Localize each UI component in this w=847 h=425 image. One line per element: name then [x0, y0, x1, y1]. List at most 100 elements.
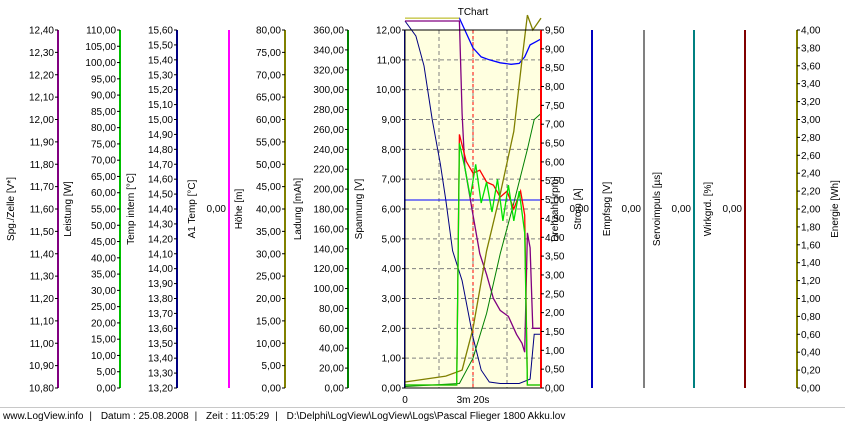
tick-label-ladung: 240,00: [313, 145, 344, 156]
value-label-drehzahl: 0,00: [570, 204, 590, 215]
tick-label-temp_intern: 14,80: [148, 145, 173, 156]
tick-label-leistung: 110,00: [86, 26, 116, 37]
tick-label-energie: 1,40: [801, 258, 821, 269]
tick-label-hoehe: 10,00: [256, 339, 281, 350]
tick-label-energie: 2,20: [801, 187, 821, 198]
tick-label-hoehe: 70,00: [256, 70, 281, 81]
chart: TChart 12,40 12,30 12,20 12,10 12,00 11,90 11,…: [6, 7, 841, 406]
series-line-7: [405, 143, 541, 386]
tick-label-temp_intern: 14,90: [148, 130, 173, 141]
tick-label-energie: 1,20: [801, 276, 821, 287]
tick-label-leistung: 60,00: [91, 188, 116, 199]
tick-label-leistung: 105,00: [85, 42, 116, 53]
value-label-servoimpuls: 0,00: [672, 204, 692, 215]
tick-label-spg: 12,20: [29, 70, 54, 81]
tick-label-leistung: 50,00: [91, 221, 116, 232]
status-time: Zeit : 11:05:29: [206, 411, 270, 422]
tick-label-strom: 9,50: [545, 26, 565, 37]
axis-label-ladung: Ladung [mAh]: [293, 178, 304, 240]
tick-label-temp_intern: 15,10: [148, 100, 173, 111]
tick-label-ladung: 160,00: [313, 224, 344, 235]
axis-label-leistung: Leistung [W]: [63, 181, 74, 237]
tick-label-ladung: 20,00: [319, 364, 344, 375]
tick-label-energie: 2,60: [801, 151, 821, 162]
tick-label-temp_intern: 13,20: [148, 384, 173, 395]
tick-label-spannung: 11,00: [377, 55, 402, 66]
tick-label-leistung: 55,00: [91, 205, 116, 216]
tick-label-temp_intern: 14,30: [148, 219, 173, 230]
axis-label-spg: Spg./Zelle [V*]: [6, 177, 17, 241]
tick-label-spannung: 8,00: [382, 145, 402, 156]
tick-label-energie: 3,00: [801, 115, 821, 126]
tick-label-strom: 6,50: [545, 139, 565, 150]
tick-label-spannung: 1,00: [382, 354, 402, 365]
series-line-5: [404, 113, 542, 387]
tick-label-hoehe: 80,00: [256, 26, 281, 37]
tick-label-energie: 0,00: [801, 384, 821, 395]
tick-label-spg: 10,80: [29, 384, 54, 395]
tick-label-strom: 5,50: [545, 176, 565, 187]
tick-label-ladung: 100,00: [313, 284, 344, 295]
series-line-1: [404, 20, 541, 384]
tick-label-hoehe: 50,00: [256, 160, 281, 171]
tick-label-strom: 1,50: [545, 327, 565, 338]
tick-label-temp_intern: 15,30: [148, 70, 173, 81]
tick-label-energie: 0,60: [801, 330, 821, 341]
tick-label-temp_intern: 14,70: [148, 160, 173, 171]
tick-label-leistung: 15,00: [91, 335, 116, 346]
tick-label-spannung: 2,00: [382, 324, 402, 335]
tick-label-spg: 10,90: [29, 361, 54, 372]
tick-label-energie: 0,80: [801, 312, 821, 323]
tick-label-ladung: 220,00: [313, 165, 344, 176]
tick-label-energie: 1,00: [801, 294, 821, 305]
tick-label-ladung: 360,00: [313, 26, 344, 37]
tick-label-spg: 11,90: [30, 137, 55, 148]
tick-label-hoehe: 20,00: [256, 294, 281, 305]
tick-label-leistung: 10,00: [91, 351, 116, 362]
tick-label-energie: 2,80: [801, 133, 821, 144]
tick-label-ladung: 140,00: [313, 244, 344, 255]
tick-label-spannung: 4,00: [382, 264, 402, 275]
tick-label-temp_intern: 14,00: [148, 264, 173, 275]
tick-label-spannung: 12,00: [376, 26, 401, 37]
tick-label-energie: 0,40: [801, 348, 821, 359]
tick-label-hoehe: 25,00: [256, 272, 281, 283]
value-label-wirkgrd: 0,00: [723, 204, 743, 215]
tick-label-spannung: 6,00: [382, 205, 402, 216]
tick-label-temp_intern: 13,30: [148, 369, 173, 380]
tick-label-hoehe: 75,00: [256, 48, 281, 59]
tick-label-temp_intern: 15,50: [148, 40, 173, 51]
axis-label-empfspg: Empfspg [V]: [602, 182, 613, 237]
axis-label-temp_intern: Temp intern [°C]: [126, 173, 137, 245]
tick-label-leistung: 70,00: [91, 156, 116, 167]
tick-label-ladung: 180,00: [313, 205, 344, 216]
tick-label-leistung: 30,00: [91, 286, 116, 297]
tick-label-hoehe: 0,00: [262, 384, 282, 395]
tick-label-hoehe: 65,00: [256, 93, 281, 104]
axis-label-servoimpuls: Servoimpuls [µs]: [652, 172, 663, 246]
status-file: D:\Delphi\LogView\LogView\Logs\Pascal Fl…: [286, 411, 566, 422]
tick-label-hoehe: 55,00: [256, 137, 281, 148]
tick-label-temp_intern: 15,40: [148, 55, 173, 66]
tick-label-temp_intern: 13,50: [148, 339, 173, 350]
tick-label-spannung: 0,00: [382, 384, 402, 395]
tick-label-strom: 2,00: [545, 308, 565, 319]
tick-label-leistung: 0,00: [97, 384, 117, 395]
tick-label-strom: 9,00: [545, 44, 565, 55]
tick-label-ladung: 260,00: [313, 125, 344, 136]
tick-label-ladung: 120,00: [313, 264, 344, 275]
tick-label-spg: 12,00: [29, 115, 54, 126]
value-label-a1_temp: 0,00: [207, 204, 227, 215]
tick-label-temp_intern: 13,60: [148, 324, 173, 335]
tick-label-ladung: 0,00: [325, 384, 345, 395]
tick-label-hoehe: 60,00: [256, 115, 281, 126]
tick-label-ladung: 80,00: [319, 304, 344, 315]
tick-label-strom: 7,00: [545, 120, 565, 131]
tick-label-strom: 1,00: [545, 346, 565, 357]
tick-label-spg: 11,00: [30, 339, 55, 350]
tick-label-energie: 2,40: [801, 169, 821, 180]
tick-label-temp_intern: 14,40: [148, 205, 173, 216]
status-date: Datum : 25.08.2008: [100, 411, 189, 422]
tick-label-leistung: 75,00: [91, 139, 116, 150]
tick-label-energie: 2,00: [801, 205, 821, 216]
